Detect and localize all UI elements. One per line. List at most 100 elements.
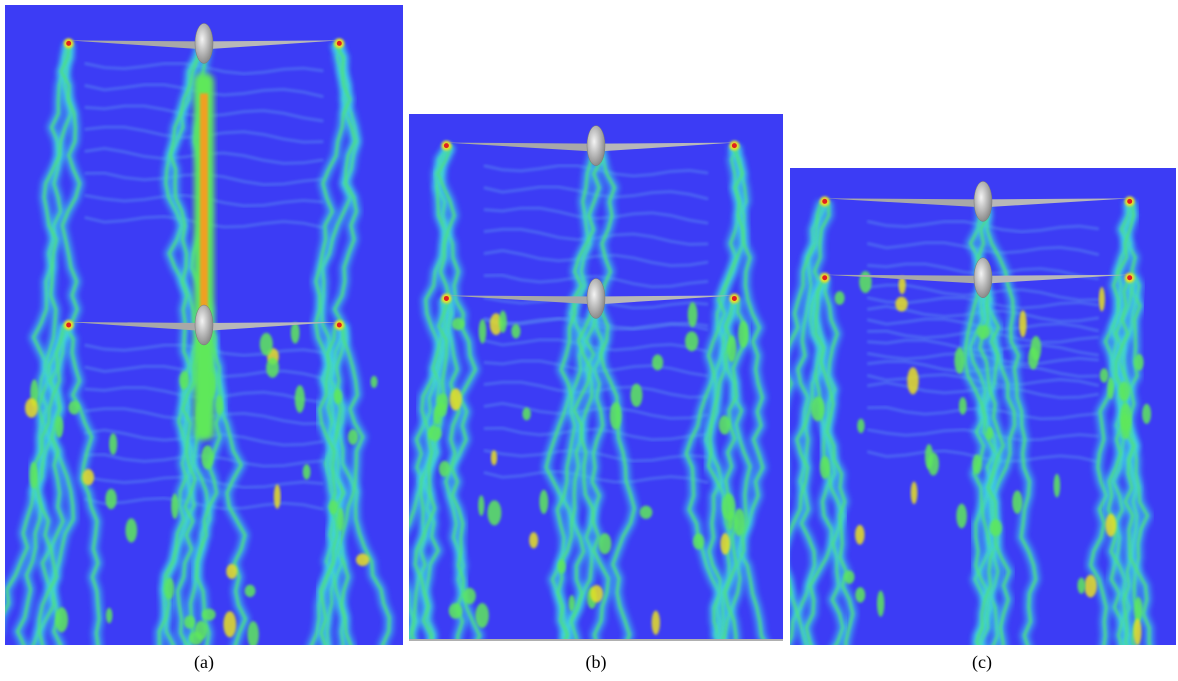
- vortex-blob: [855, 587, 865, 603]
- vortex-blob: [499, 310, 507, 332]
- vortex-blob: [558, 560, 566, 574]
- vortex-blob: [835, 291, 845, 305]
- vortex-blob: [652, 611, 660, 635]
- vortex-blob: [959, 397, 967, 415]
- tip-vortex-core: [337, 41, 342, 46]
- vortex-blob: [720, 533, 730, 555]
- vortex-blob: [610, 402, 622, 430]
- panel-caption: (a): [194, 652, 214, 673]
- vortex-blob: [598, 533, 611, 554]
- vortex-blob: [266, 358, 279, 378]
- tip-vortex-core: [337, 323, 342, 328]
- vortex-blob: [1077, 578, 1085, 594]
- vortex-blob: [330, 500, 338, 514]
- vortex-blob: [247, 621, 258, 648]
- vortex-blob: [820, 456, 830, 479]
- vortex-blob: [630, 383, 642, 407]
- vortex-blob: [855, 525, 864, 545]
- vortex-blob: [990, 519, 1002, 536]
- hub-wake-core: [200, 93, 208, 310]
- vortex-blob: [291, 322, 300, 343]
- vortex-blob: [529, 532, 538, 548]
- vortex-blob: [179, 371, 189, 390]
- vortex-blob: [274, 484, 281, 508]
- tip-vortex-core: [822, 199, 827, 204]
- vortex-blob: [106, 608, 113, 624]
- vortex-blob: [722, 493, 735, 520]
- vortex-blob: [337, 507, 344, 531]
- vortex-blob: [303, 464, 311, 480]
- vortex-blob: [569, 595, 575, 611]
- vortex-blob: [1099, 287, 1105, 312]
- tip-vortex-core: [66, 41, 71, 46]
- vortex-blob: [475, 603, 489, 628]
- vortex-blob: [437, 403, 447, 417]
- vortex-blob: [1107, 377, 1114, 399]
- hub: [195, 23, 213, 63]
- vortex-blob: [1019, 310, 1026, 337]
- vortex-blob: [590, 585, 603, 603]
- vortex-blob: [1134, 354, 1143, 371]
- vortex-blob: [1012, 490, 1022, 513]
- vortex-blob: [491, 450, 497, 465]
- vortex-blob: [733, 508, 745, 536]
- vortex-blob: [348, 429, 358, 445]
- hub: [587, 126, 605, 166]
- vortex-blob: [738, 321, 748, 348]
- vortex-blob: [1100, 368, 1109, 382]
- vortex-blob: [449, 603, 463, 619]
- vortex-blob: [1133, 618, 1141, 645]
- vortex-blob: [356, 554, 369, 567]
- vortex-blob: [487, 500, 501, 525]
- vortex-blob: [450, 388, 462, 410]
- vortex-blob: [925, 444, 933, 469]
- vortex-blob: [1134, 597, 1142, 622]
- vortex-blob: [954, 347, 964, 373]
- vortex-blob: [245, 585, 256, 597]
- vortex-blob: [693, 533, 704, 549]
- tip-vortex-core: [732, 296, 737, 301]
- vortex-blob: [25, 398, 38, 418]
- tip-vortex-core: [822, 275, 827, 280]
- hub: [974, 181, 992, 221]
- vortex-blob: [1119, 382, 1130, 402]
- vortex-blob: [333, 389, 342, 404]
- vortex-blob: [539, 490, 548, 514]
- vortex-blob: [105, 489, 116, 510]
- vortex-blob: [30, 462, 38, 489]
- hub: [974, 258, 992, 298]
- vortex-blob: [171, 494, 178, 519]
- vortex-blob: [428, 426, 442, 442]
- vortex-blob: [911, 481, 918, 504]
- vortex-blob: [184, 615, 195, 628]
- vortex-blob: [972, 454, 981, 474]
- panel-caption: (b): [586, 652, 607, 673]
- vortex-blob: [511, 324, 520, 339]
- vortex-blob: [125, 518, 137, 542]
- vortex-blob: [956, 504, 967, 529]
- vortex-blob: [439, 461, 450, 477]
- vortex-blob: [195, 621, 208, 640]
- vortex-blob: [1105, 514, 1116, 537]
- tip-vortex-core: [444, 296, 449, 301]
- vortex-blob: [201, 445, 213, 469]
- panel-caption: (c): [972, 652, 992, 673]
- vortex-blob: [895, 297, 907, 312]
- vortex-blob: [55, 607, 68, 632]
- vortex-blob: [986, 427, 993, 440]
- vortex-blob: [82, 469, 94, 485]
- vortex-blob: [727, 335, 737, 362]
- vortex-blob: [652, 354, 663, 370]
- vortex-blob: [68, 401, 80, 415]
- vortex-blob: [977, 325, 990, 339]
- panel-border: [409, 639, 783, 641]
- vortex-blob: [1031, 336, 1042, 361]
- vortex-blob: [1084, 575, 1097, 598]
- vortex-blob: [223, 611, 236, 637]
- vortex-blob: [478, 495, 484, 516]
- vortex-blob: [640, 506, 653, 519]
- vortex-blob: [226, 564, 237, 579]
- tip-vortex-core: [1127, 199, 1132, 204]
- tip-vortex-core: [1127, 275, 1132, 280]
- vortex-blob: [719, 416, 731, 435]
